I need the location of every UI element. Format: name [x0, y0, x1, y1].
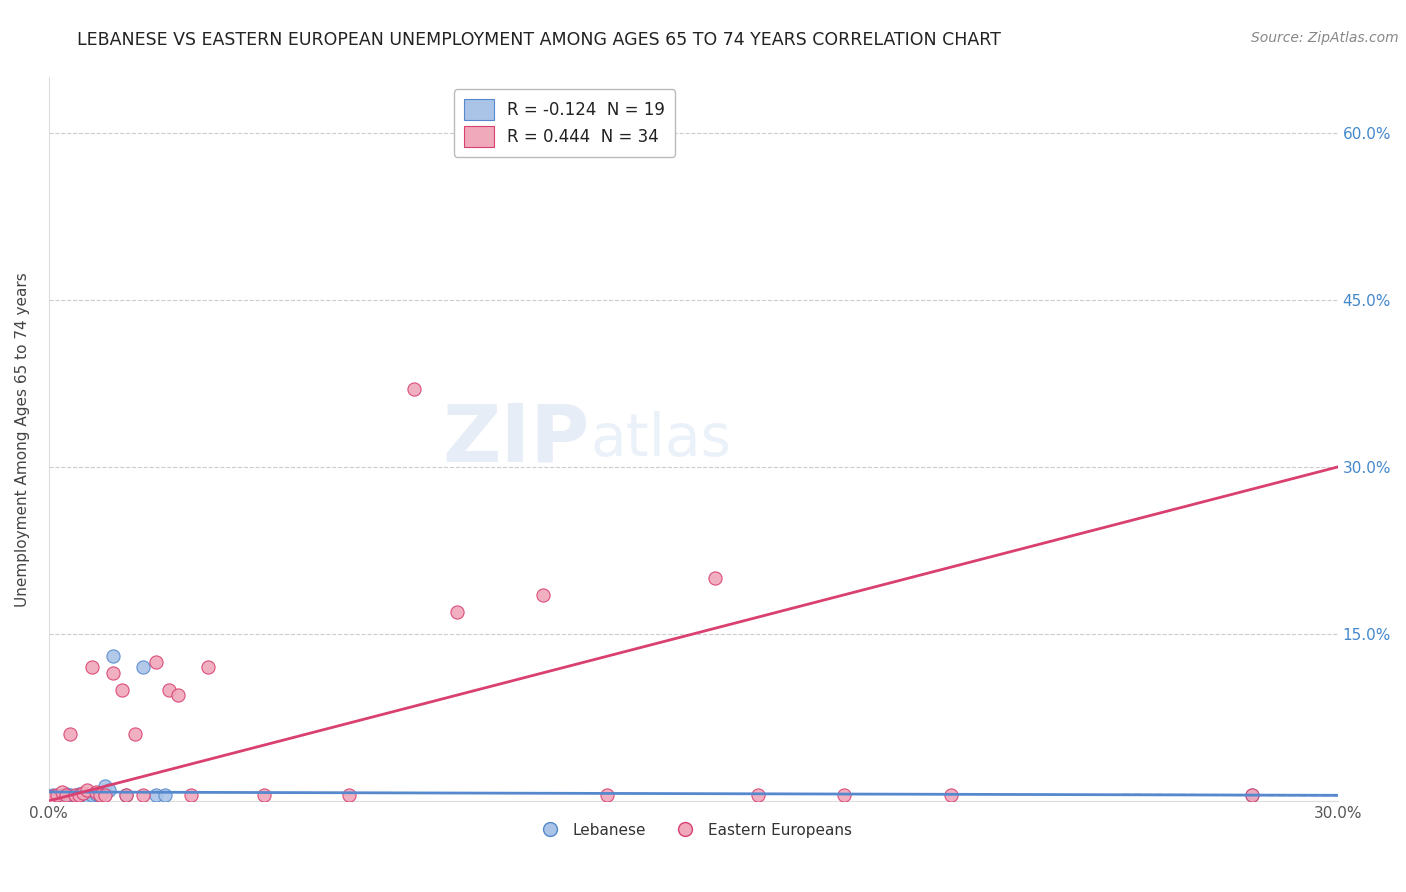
- Point: [55, 787, 77, 801]
- Point: [63, 789, 86, 803]
- Point: [115, 789, 138, 803]
- Point: [339, 789, 361, 803]
- Point: [67, 787, 90, 801]
- Point: [531, 588, 554, 602]
- Legend: Lebanese, Eastern Europeans: Lebanese, Eastern Europeans: [529, 817, 858, 844]
- Point: [124, 727, 146, 741]
- Point: [180, 789, 202, 803]
- Point: [72, 789, 94, 803]
- Point: [446, 605, 468, 619]
- Point: [72, 786, 94, 800]
- Point: [55, 789, 77, 803]
- Point: [89, 789, 111, 803]
- Point: [89, 789, 111, 803]
- Text: ZIP: ZIP: [443, 401, 591, 478]
- Point: [51, 785, 73, 799]
- Point: [252, 789, 274, 803]
- Y-axis label: Unemployment Among Ages 65 to 74 years: Unemployment Among Ages 65 to 74 years: [15, 272, 30, 607]
- Point: [67, 789, 90, 803]
- Point: [76, 789, 98, 804]
- Point: [939, 789, 962, 803]
- Point: [42, 789, 65, 803]
- Point: [153, 789, 176, 803]
- Point: [93, 789, 115, 803]
- Point: [111, 682, 134, 697]
- Point: [80, 789, 103, 803]
- Point: [63, 789, 86, 804]
- Point: [80, 660, 103, 674]
- Point: [93, 780, 115, 794]
- Text: Source: ZipAtlas.com: Source: ZipAtlas.com: [1251, 31, 1399, 45]
- Point: [103, 649, 125, 664]
- Point: [832, 789, 855, 803]
- Point: [103, 665, 125, 680]
- Point: [703, 571, 725, 585]
- Point: [59, 727, 82, 741]
- Point: [132, 789, 155, 803]
- Point: [157, 682, 180, 697]
- Point: [747, 789, 769, 803]
- Point: [145, 789, 167, 803]
- Point: [42, 789, 65, 804]
- Text: atlas: atlas: [591, 410, 731, 467]
- Point: [132, 660, 155, 674]
- Point: [51, 789, 73, 804]
- Point: [97, 782, 120, 797]
- Point: [1240, 789, 1263, 803]
- Point: [596, 789, 619, 803]
- Point: [1240, 789, 1263, 803]
- Point: [76, 782, 98, 797]
- Point: [166, 688, 188, 702]
- Point: [115, 789, 138, 803]
- Text: LEBANESE VS EASTERN EUROPEAN UNEMPLOYMENT AMONG AGES 65 TO 74 YEARS CORRELATION : LEBANESE VS EASTERN EUROPEAN UNEMPLOYMEN…: [77, 31, 1001, 49]
- Point: [145, 655, 167, 669]
- Point: [84, 787, 107, 801]
- Point: [46, 789, 69, 803]
- Point: [59, 789, 82, 803]
- Point: [84, 785, 107, 799]
- Point: [197, 660, 219, 674]
- Point: [402, 382, 425, 396]
